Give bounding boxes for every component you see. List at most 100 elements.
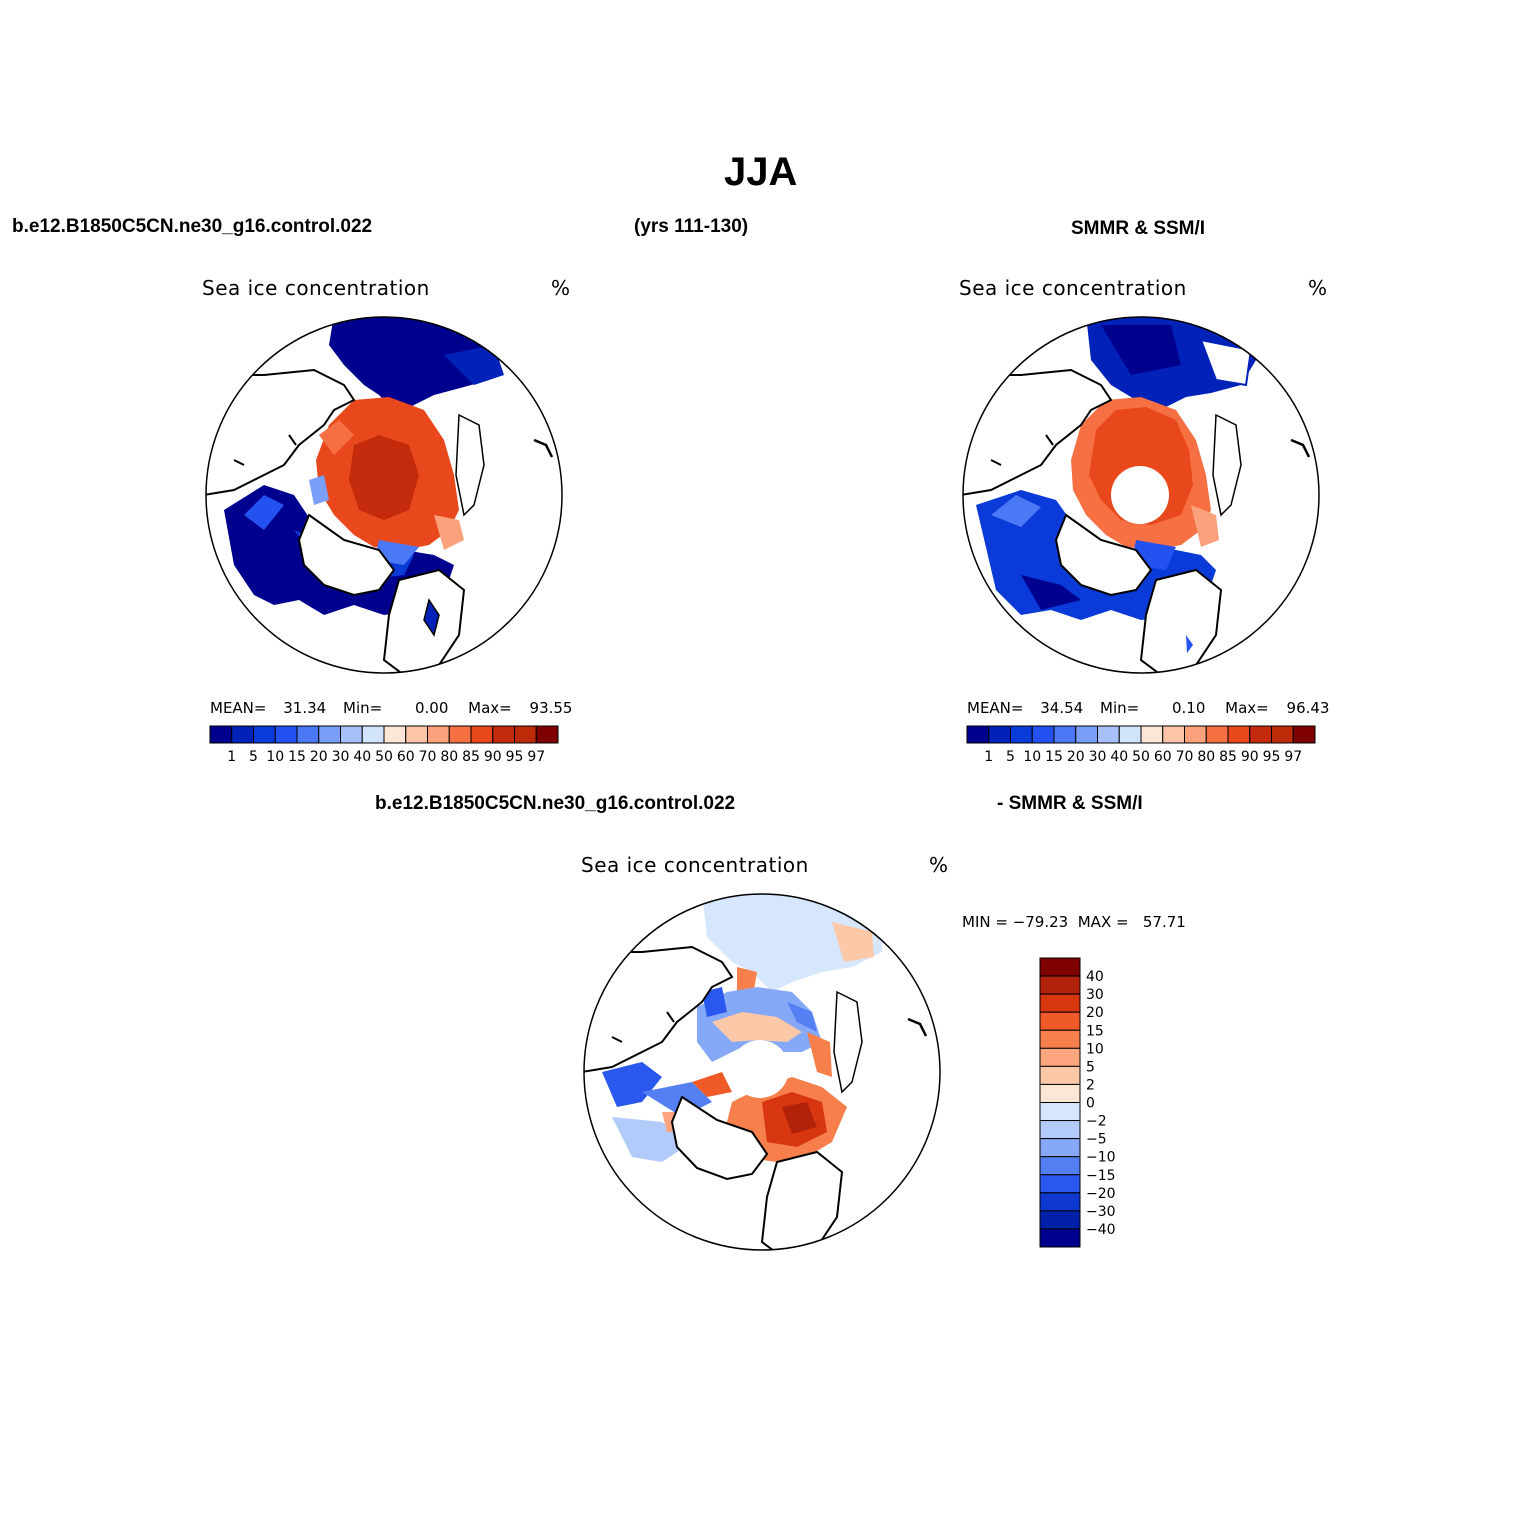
- model-colorbar-label: 30: [332, 749, 350, 765]
- obs-min-value: 0.10: [1171, 699, 1206, 717]
- obs-colorbar-swatch: [1162, 725, 1185, 744]
- model-colorbar: 1 5 10 15 20 30 40 50 60 70 80 85 90 95 97: [209, 725, 559, 765]
- diff-colorbar-swatch: [1039, 1120, 1081, 1140]
- model-colorbar-label: 40: [353, 749, 371, 765]
- diff-minmax: MIN = −79.23 MAX = 57.71: [962, 913, 1186, 931]
- model-colorbar-swatch: [427, 725, 450, 744]
- model-colorbar-swatch: [231, 725, 254, 744]
- model-colorbar-swatch: [405, 725, 428, 744]
- model-colorbar-label: 97: [527, 749, 545, 765]
- diff-colorbar-label: 15: [1086, 1023, 1104, 1039]
- model-colorbar-swatch: [470, 725, 494, 744]
- diff-polar-map: [583, 893, 941, 1251]
- obs-colorbar-label: 50: [1132, 749, 1150, 765]
- model-mean-value: 31.34: [283, 699, 327, 717]
- diff-colorbar-swatch: [1039, 1029, 1081, 1049]
- diff-colorbar-swatch: [1039, 1047, 1081, 1067]
- model-colorbar-label: 1: [227, 749, 236, 765]
- obs-colorbar: 1 5 10 15 20 30 40 50 60 70 80 85 90 95 97: [966, 725, 1316, 765]
- diff-pole-hole: [731, 1040, 789, 1098]
- obs-colorbar-label: 60: [1154, 749, 1172, 765]
- diff-colorbar-swatch: [1039, 975, 1081, 995]
- diff-north-america-outline: [760, 1150, 844, 1250]
- model-hudson-bay-ice: [329, 317, 504, 415]
- model-map-boundary: [205, 316, 563, 674]
- obs-colorbar-swatch: [988, 725, 1011, 744]
- model-name: b.e12.B1850C5CN.ne30_g16.control.022: [12, 216, 373, 237]
- model-colorbar-label: 85: [462, 749, 480, 765]
- obs-colorbar-label: 80: [1197, 749, 1215, 765]
- diff-colorbar-label: −5: [1086, 1132, 1107, 1148]
- diff-colorbar-label: −2: [1086, 1114, 1107, 1130]
- model-mean-label: MEAN=: [210, 699, 267, 717]
- model-colorbar-label: 70: [419, 749, 437, 765]
- obs-colorbar-swatch: [1118, 725, 1142, 744]
- diff-greenland-outline: [670, 1095, 769, 1181]
- diff-colorbar-label: 0: [1086, 1096, 1095, 1112]
- obs-stats: MEAN= 34.54 Min= 0.10 Max= 96.43: [967, 699, 1329, 717]
- obs-pole-hole: [1111, 466, 1169, 524]
- obs-colorbar-label: 90: [1241, 749, 1259, 765]
- diff-map-boundary: [583, 893, 941, 1251]
- model-colorbar-swatch: [340, 725, 363, 744]
- diff-colorbar-swatch: [1039, 993, 1081, 1013]
- obs-colorbar-swatch: [1205, 725, 1229, 744]
- years-range: (yrs 111-130): [634, 216, 749, 237]
- diff-colorbar-label: 30: [1086, 987, 1104, 1003]
- diff-model-name: b.e12.B1850C5CN.ne30_g16.control.022: [375, 793, 736, 814]
- obs-map-boundary: [962, 316, 1320, 674]
- obs-colorbar-label: 70: [1176, 749, 1194, 765]
- diff-colorbar-swatch: [1039, 1156, 1081, 1176]
- model-colorbar-label: 95: [506, 749, 524, 765]
- model-colorbar-swatch: [209, 725, 233, 744]
- obs-greenland-outline: [1054, 513, 1153, 597]
- diff-colorbar-swatch: [1039, 1083, 1081, 1103]
- model-min-label: Min=: [343, 699, 383, 717]
- model-colorbar-swatch: [274, 725, 298, 744]
- model-colorbar-label: 80: [440, 749, 458, 765]
- diff-colorbar-swatch: [1039, 1192, 1081, 1212]
- obs-colorbar-label: 30: [1089, 749, 1107, 765]
- model-max-label: Max=: [468, 699, 512, 717]
- obs-colorbar-label: 1: [984, 749, 993, 765]
- diff-colorbar-label: 40: [1086, 969, 1104, 985]
- model-colorbar-swatch: [253, 725, 276, 744]
- diff-colorbar-label: 2: [1086, 1077, 1095, 1093]
- obs-colorbar-label: 40: [1110, 749, 1128, 765]
- obs-colorbar-swatch: [1292, 725, 1316, 744]
- model-stats: MEAN= 31.34 Min= 0.00 Max= 93.55: [210, 699, 572, 717]
- model-colorbar-swatch: [361, 725, 385, 744]
- model-colorbar-swatch: [535, 725, 559, 744]
- obs-max-label: Max=: [1225, 699, 1269, 717]
- model-colorbar-label: 50: [375, 749, 393, 765]
- model-colorbar-swatch: [318, 725, 341, 744]
- model-colorbar-label: 60: [397, 749, 415, 765]
- model-colorbar-label: 20: [310, 749, 328, 765]
- diff-colorbar-label: −10: [1086, 1150, 1116, 1166]
- diff-colorbar-label: −15: [1086, 1168, 1116, 1184]
- model-colorbar-label: 15: [288, 749, 306, 765]
- model-greenland-outline: [297, 513, 396, 597]
- obs-colorbar-swatch: [1249, 725, 1272, 744]
- diff-colorbar-swatch: [1039, 1138, 1081, 1158]
- model-colorbar-swatch: [296, 725, 320, 744]
- obs-colorbar-swatch: [1010, 725, 1033, 744]
- model-colorbar-swatch: [514, 725, 537, 744]
- model-polar-map: [205, 316, 563, 674]
- diff-colorbar-label: 10: [1086, 1041, 1104, 1057]
- diff-colorbar-swatch: [1039, 1228, 1081, 1248]
- diff-obs-name: - SMMR & SSM/I: [997, 793, 1143, 814]
- obs-colorbar-label: 95: [1263, 749, 1281, 765]
- obs-units: %: [1308, 276, 1328, 300]
- diff-field-title: Sea ice concentration: [581, 853, 809, 877]
- obs-name: SMMR & SSM/I: [1071, 218, 1206, 239]
- diff-colorbar-swatch: [1039, 1210, 1081, 1230]
- obs-max-value: 96.43: [1286, 699, 1330, 717]
- model-units: %: [551, 276, 571, 300]
- obs-colorbar-swatch: [966, 725, 990, 744]
- diff-colorbar-swatch: [1039, 1174, 1081, 1194]
- obs-colorbar-label: 15: [1045, 749, 1063, 765]
- obs-colorbar-label: 10: [1023, 749, 1041, 765]
- obs-min-label: Min=: [1100, 699, 1140, 717]
